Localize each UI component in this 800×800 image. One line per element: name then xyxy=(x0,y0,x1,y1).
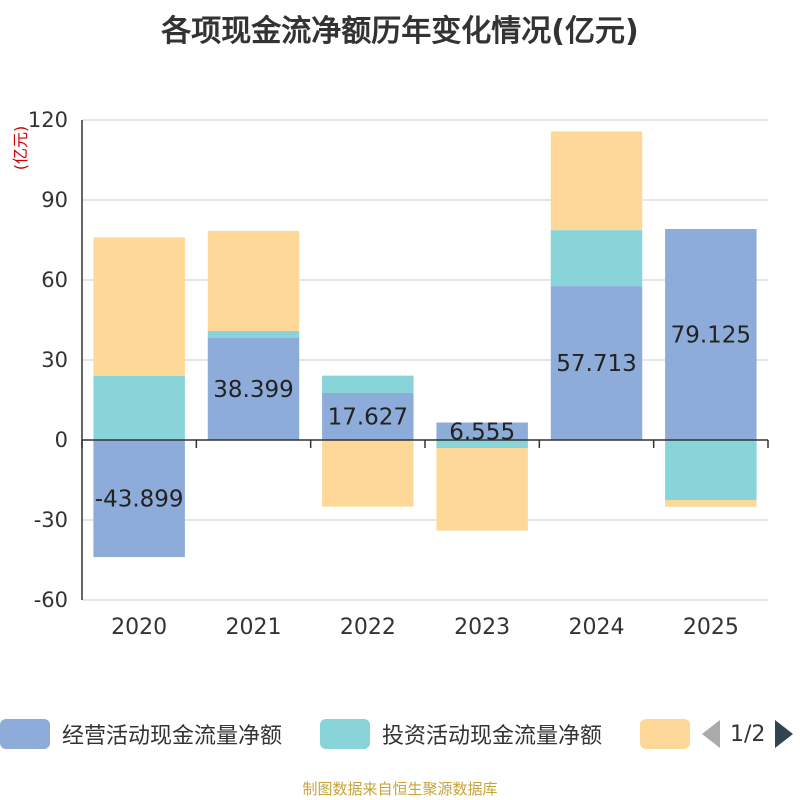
bars xyxy=(93,131,757,558)
bar-series2-2022 xyxy=(322,440,414,507)
legend-item-financing[interactable] xyxy=(640,712,690,756)
x-tick-label: 2022 xyxy=(340,615,396,640)
bar-series0-2020 xyxy=(93,440,185,558)
legend-pager: 1/2 xyxy=(702,712,794,756)
y-tick-label: 30 xyxy=(41,348,68,372)
bar-series0-2023 xyxy=(436,422,528,440)
legend-item-operating[interactable]: 经营活动现金流量净额 xyxy=(0,712,282,756)
legend-label-operating: 经营活动现金流量净额 xyxy=(62,724,283,749)
y-tick-label: 0 xyxy=(55,428,68,452)
legend-swatch-operating xyxy=(0,719,50,749)
data-label: 79.125 xyxy=(671,323,751,349)
bar-series1-2020 xyxy=(93,376,185,440)
data-label: 17.627 xyxy=(328,404,408,430)
bar-series1-2025 xyxy=(665,440,757,500)
bar-series0-2024 xyxy=(550,286,643,440)
x-tick-label: 2021 xyxy=(226,615,282,640)
bar-series1-2021 xyxy=(207,330,300,338)
bar-series0-2022 xyxy=(322,392,414,440)
legend-swatch-financing xyxy=(640,719,690,749)
legend-item-investing[interactable]: 投资活动现金流量净额 xyxy=(320,712,602,756)
legend-label-investing: 投资活动现金流量净额 xyxy=(382,724,603,749)
y-tick-label: -30 xyxy=(34,508,68,532)
bar-series2-2021 xyxy=(207,230,300,331)
axes: -60 -30 0 30 60 90 120(亿元) 2020 2021 2022 2023 2024… xyxy=(11,108,769,640)
bar-series2-2023 xyxy=(436,448,528,531)
legend-swatch-investing xyxy=(320,719,370,749)
data-labels: -43.899 38.399 17.627 6.555 57.713 79.125 xyxy=(95,323,751,513)
bar-series2-2025 xyxy=(665,500,757,507)
legend: 经营活动现金流量净额 投资活动现金流量净额 1/2 xyxy=(0,712,800,756)
bar-series1-2022 xyxy=(322,375,414,393)
chart-plot: -60 -30 0 30 60 90 120(亿元) 2020 2021 2022 2023 2024… xyxy=(11,108,769,640)
bar-series1-2024 xyxy=(550,230,643,287)
data-label: 57.713 xyxy=(556,351,636,377)
pager-text: 1/2 xyxy=(730,721,766,747)
x-tick-label: 2024 xyxy=(569,615,625,640)
data-label: 6.555 xyxy=(449,419,515,445)
bar-series0-2025 xyxy=(665,229,757,440)
y-axis-label: (亿元) xyxy=(11,126,30,171)
x-tick-label: 2020 xyxy=(111,615,167,640)
x-tick-label: 2023 xyxy=(454,615,510,640)
data-label: -43.899 xyxy=(95,487,184,513)
data-label: 38.399 xyxy=(213,377,293,403)
y-tick-label: 90 xyxy=(41,188,68,212)
bar-series2-2020 xyxy=(93,237,185,376)
x-tick-label: 2025 xyxy=(683,615,739,640)
bar-series2-2024 xyxy=(550,131,643,231)
bar-series1-2023 xyxy=(436,440,528,448)
y-tick-label: 120 xyxy=(28,108,68,132)
bar-series0-2021 xyxy=(207,337,300,440)
source-note: 制图数据来自恒生聚源数据库 xyxy=(302,780,498,798)
y-tick-label: -60 xyxy=(34,588,68,612)
chart-title: 各项现金流净额历年变化情况(亿元) xyxy=(161,14,639,49)
chevron-right-icon[interactable] xyxy=(775,720,794,748)
y-tick-label: 60 xyxy=(41,268,68,292)
chevron-left-icon[interactable] xyxy=(702,720,720,748)
